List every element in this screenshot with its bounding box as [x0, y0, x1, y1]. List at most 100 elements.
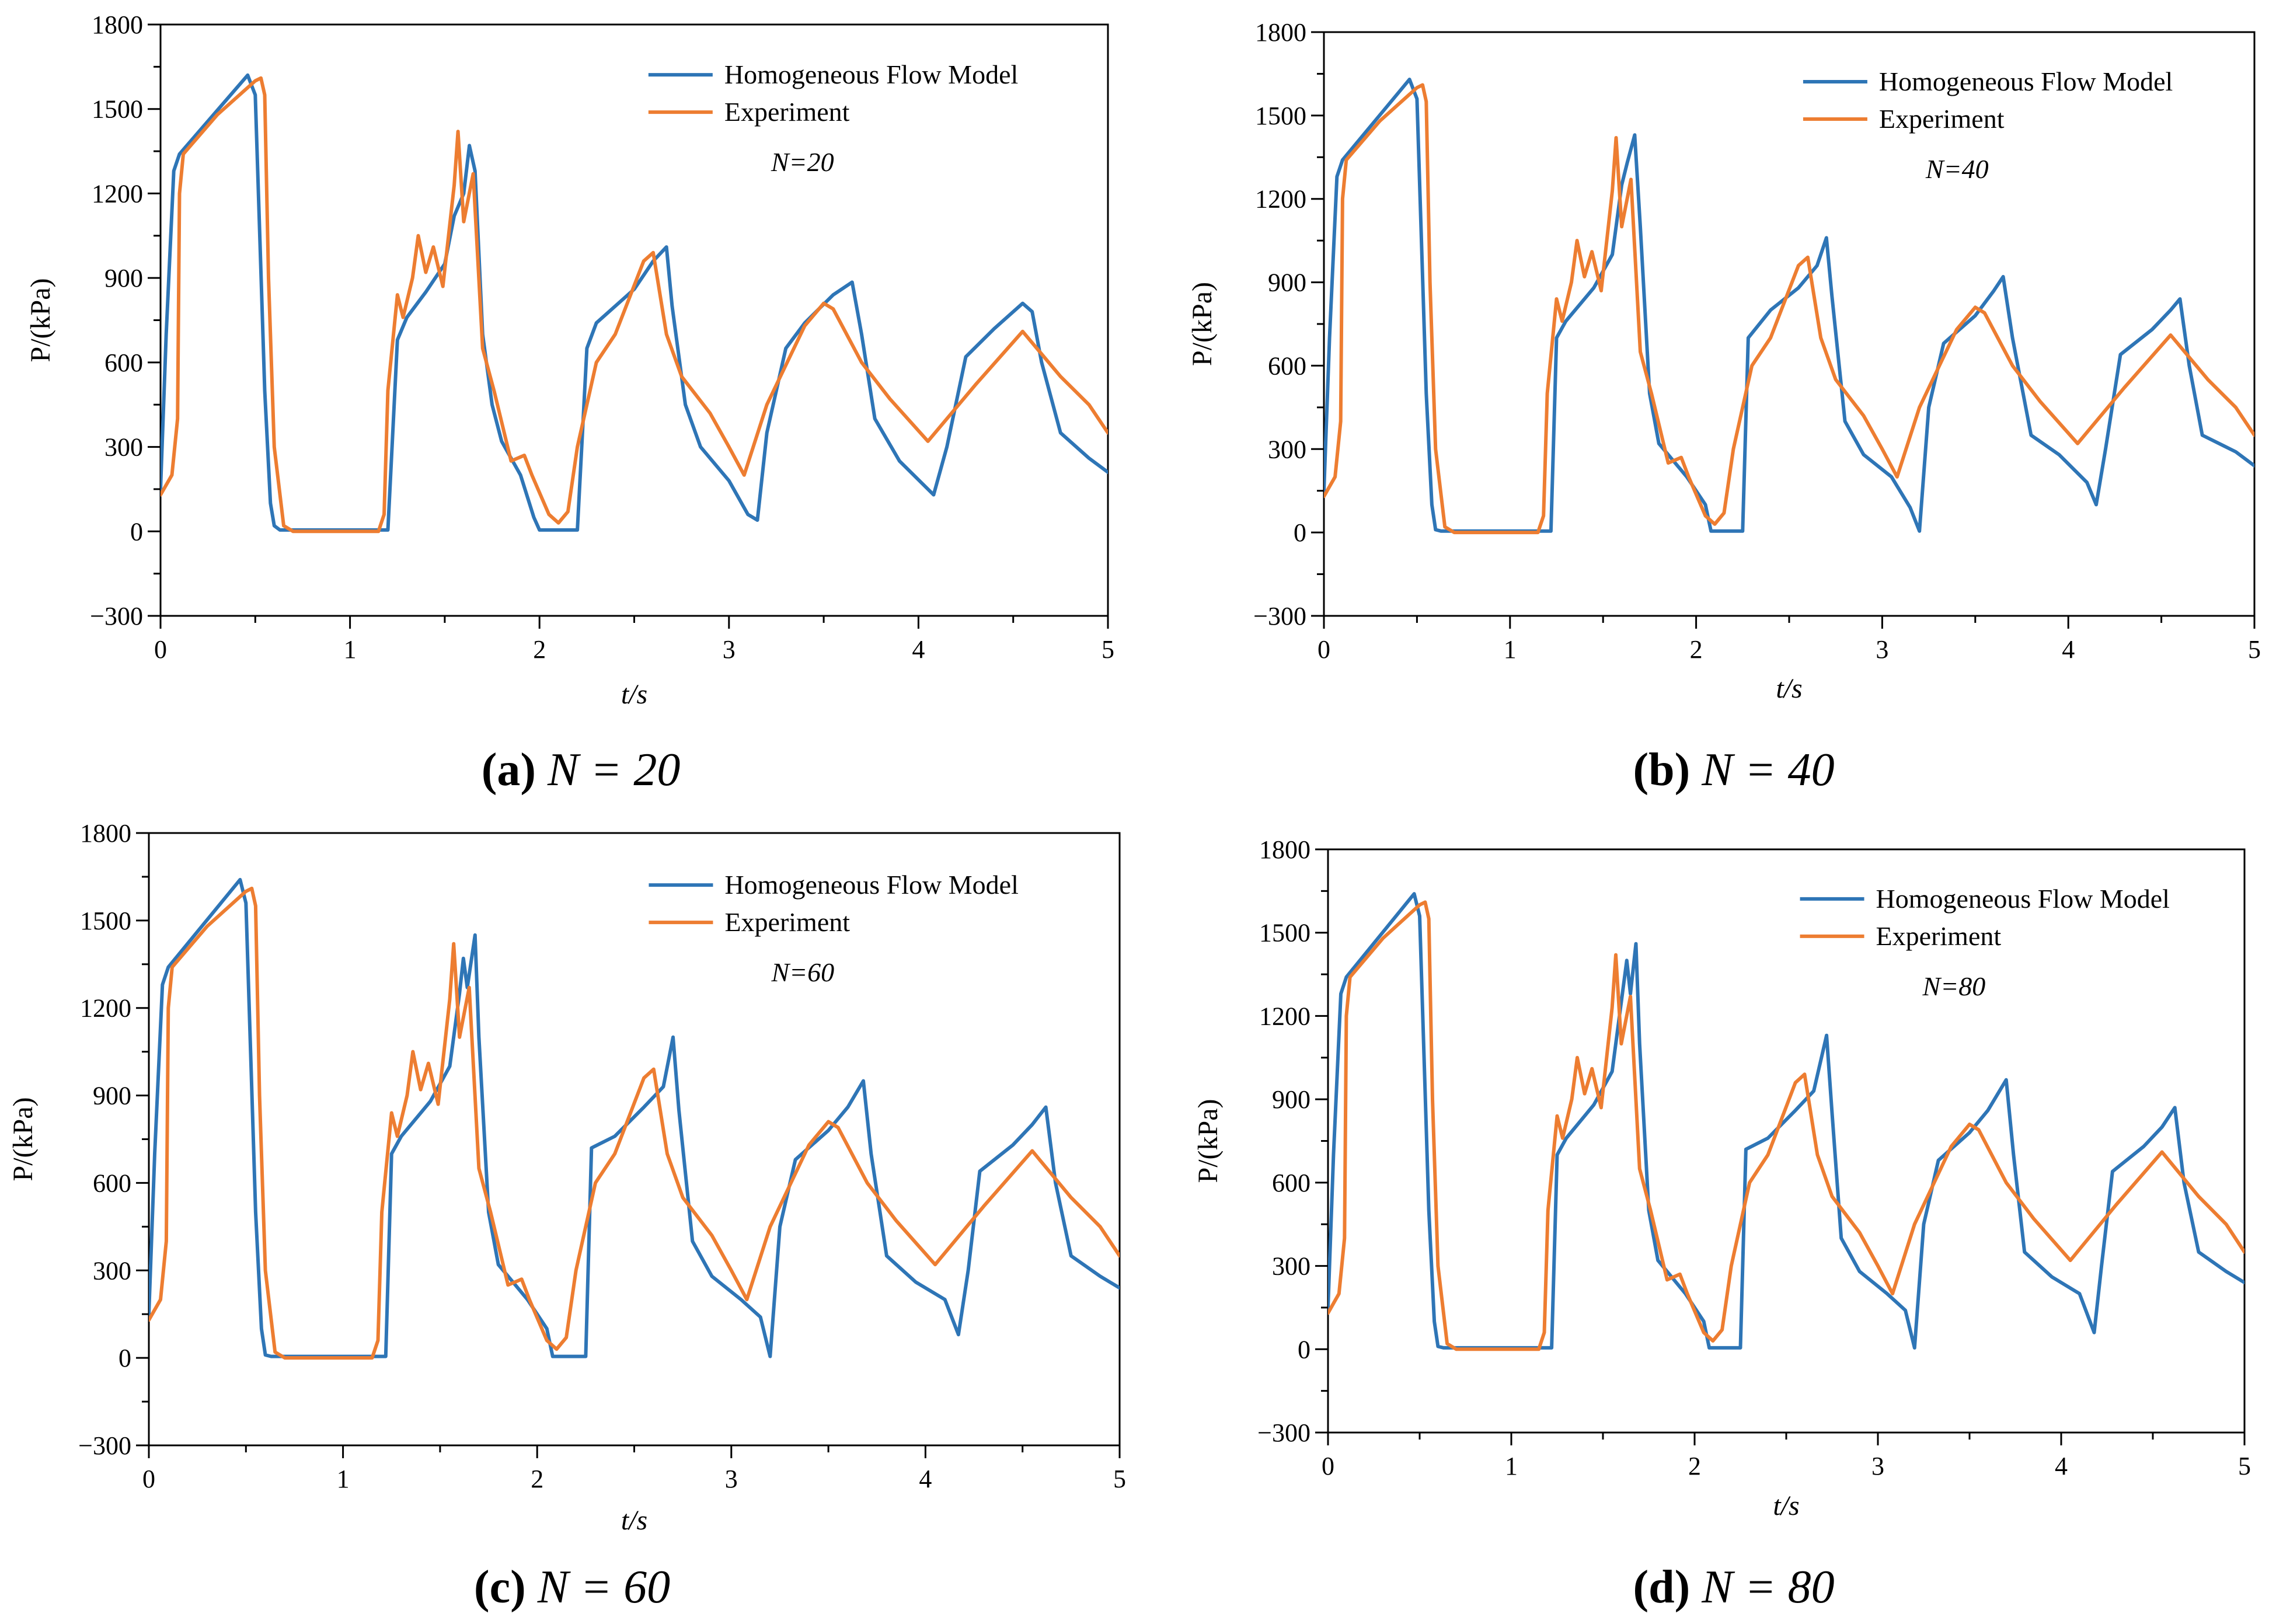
- y-tick-label: 300: [104, 433, 143, 462]
- x-tick-label: 4: [2055, 1452, 2068, 1480]
- caption-letter: (c): [474, 1562, 526, 1613]
- y-tick-label: 1800: [92, 11, 143, 39]
- plot-frame: [159, 23, 1109, 617]
- plot-frame: [1323, 31, 2256, 617]
- y-tick-label: 300: [1268, 435, 1306, 463]
- x-tick-label: 5: [2248, 635, 2261, 664]
- x-tick-label: 3: [1871, 1452, 1884, 1480]
- x-tick-label: 0: [154, 635, 167, 664]
- x-tick-label: 2: [1688, 1452, 1701, 1480]
- caption-text: N = 20: [547, 744, 680, 796]
- caption-text: N = 60: [537, 1562, 670, 1613]
- y-axis-label: P/(kPa): [1187, 282, 1218, 366]
- y-tick-label: −300: [1257, 1419, 1310, 1447]
- x-axis-label: t/s: [621, 1505, 647, 1536]
- y-tick-label: −300: [78, 1431, 131, 1460]
- y-tick-label: 0: [1298, 1335, 1310, 1364]
- x-tick-label: 0: [1322, 1452, 1334, 1480]
- plot-frame: [1327, 848, 2246, 1434]
- y-tick-label: 900: [104, 264, 143, 292]
- y-tick-label: 0: [130, 517, 143, 546]
- panel-caption: (a) N = 20: [482, 744, 681, 796]
- legend-entry: Homogeneous Flow Model: [724, 60, 1018, 89]
- x-tick-label: 3: [723, 635, 736, 664]
- y-tick-label: 1200: [92, 179, 143, 208]
- y-tick-label: 1800: [80, 819, 131, 848]
- x-tick-label: 5: [1113, 1465, 1126, 1493]
- x-tick-label: 4: [919, 1465, 932, 1493]
- series-line-experiment: [1324, 83, 2254, 535]
- y-axis-label: P/(kPa): [1193, 1099, 1224, 1183]
- x-tick-label: 1: [337, 1465, 350, 1493]
- series-line-experiment: [161, 76, 1108, 534]
- y-tick-label: −300: [1253, 602, 1306, 630]
- chart-panel-b: 0 1 2 3 4 5 −300 0 300 600 900 1200 1500 1800 t/s P/(kP…: [1187, 18, 2261, 796]
- y-tick-label: 0: [1294, 518, 1306, 547]
- x-tick-label: 2: [531, 1465, 543, 1493]
- y-tick-label: 1200: [1259, 1002, 1310, 1030]
- n-annotation: N=20: [771, 147, 834, 177]
- x-tick-label: 5: [2238, 1452, 2251, 1480]
- y-tick-label: 300: [1272, 1252, 1310, 1281]
- y-tick-label: 300: [93, 1256, 131, 1285]
- chart-panel-c: 0 1 2 3 4 5 −300 0 300 600 900 1200 1500 1800 t/s P/(kP…: [8, 819, 1126, 1613]
- y-tick-label: 900: [1272, 1085, 1310, 1114]
- series-line-model: [161, 73, 1108, 532]
- y-tick-label: 900: [1268, 269, 1306, 297]
- y-tick-label: 900: [93, 1082, 131, 1110]
- panel-caption: (d) N = 80: [1633, 1562, 1834, 1613]
- x-tick-label: 4: [912, 635, 925, 664]
- chart-panel-d: 0 1 2 3 4 5 −300 0 300 600 900 1200 1500 1800 t/s P/(kP…: [1193, 835, 2251, 1613]
- legend-entry: Experiment: [1879, 104, 2005, 134]
- x-tick-label: 5: [1102, 635, 1114, 664]
- x-tick-label: 1: [1505, 1452, 1518, 1480]
- series-line-experiment: [149, 886, 1120, 1360]
- x-tick-label: 2: [1690, 635, 1703, 664]
- series-line-model: [1324, 78, 2254, 533]
- x-tick-label: 4: [2062, 635, 2075, 664]
- panel-caption: (c) N = 60: [474, 1562, 670, 1613]
- x-tick-label: 3: [725, 1465, 738, 1493]
- y-tick-label: 600: [1272, 1169, 1310, 1197]
- y-tick-label: 1200: [80, 994, 131, 1023]
- y-tick-label: 600: [93, 1169, 131, 1197]
- caption-letter: (a): [482, 744, 536, 796]
- x-tick-label: 2: [533, 635, 546, 664]
- legend-entry: Homogeneous Flow Model: [1876, 884, 2170, 914]
- y-tick-label: 600: [1268, 351, 1306, 380]
- y-tick-label: 1500: [92, 95, 143, 124]
- caption-text: N = 40: [1701, 744, 1834, 796]
- x-axis-label: t/s: [1776, 673, 1802, 704]
- legend-entry: Experiment: [1876, 921, 2002, 951]
- y-axis-label: P/(kPa): [8, 1097, 39, 1182]
- series-line-model: [1328, 892, 2244, 1350]
- plot-frame: [148, 832, 1121, 1447]
- caption-text: N = 80: [1701, 1562, 1834, 1613]
- x-axis-label: t/s: [621, 679, 647, 710]
- y-tick-label: 1800: [1255, 18, 1306, 47]
- n-annotation: N=40: [1925, 154, 1989, 184]
- y-tick-label: 600: [104, 349, 143, 377]
- n-annotation: N=60: [771, 957, 834, 987]
- legend-entry: Homogeneous Flow Model: [724, 870, 1018, 900]
- y-tick-label: 0: [118, 1344, 131, 1372]
- x-tick-label: 1: [1504, 635, 1517, 664]
- chart-panel-a: 0 1 2 3 4 5 −300 0 300 600 900 1200 1500 1800 t/s P/(kP…: [25, 11, 1114, 796]
- y-tick-label: −300: [90, 602, 143, 630]
- series-line-model: [149, 877, 1120, 1358]
- y-tick-label: 1500: [80, 907, 131, 935]
- legend-entry: Experiment: [724, 907, 850, 937]
- series-line-experiment: [1328, 900, 2244, 1351]
- x-tick-label: 1: [344, 635, 357, 664]
- panel-caption: (b) N = 40: [1633, 744, 1834, 796]
- y-tick-label: 1200: [1255, 185, 1306, 214]
- n-annotation: N=80: [1922, 971, 1986, 1001]
- x-axis-label: t/s: [1773, 1490, 1799, 1521]
- y-tick-label: 1500: [1255, 102, 1306, 130]
- x-tick-label: 3: [1876, 635, 1888, 664]
- y-axis-label: P/(kPa): [25, 278, 56, 363]
- x-tick-label: 0: [1317, 635, 1330, 664]
- caption-letter: (d): [1633, 1562, 1690, 1613]
- x-tick-label: 0: [142, 1465, 155, 1493]
